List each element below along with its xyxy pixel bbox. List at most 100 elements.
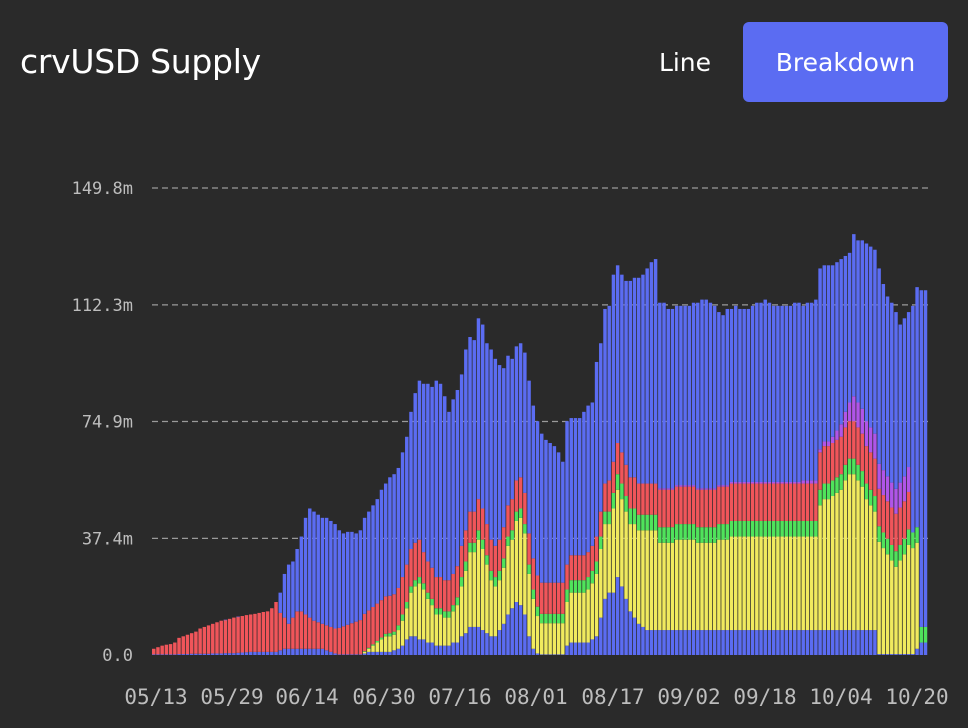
- bar-segment: [607, 592, 611, 655]
- bar-segment: [476, 530, 481, 540]
- bar-segment: [430, 567, 434, 599]
- bar-segment: [489, 570, 493, 581]
- bar-segment: [354, 533, 358, 622]
- bar-segment: [725, 486, 730, 525]
- bar-segment: [156, 647, 160, 655]
- bar-segment: [189, 653, 194, 655]
- bar-segment: [729, 630, 734, 655]
- line-view-button[interactable]: Line: [658, 47, 712, 77]
- bar-segment: [801, 520, 805, 537]
- bar-segment: [405, 436, 409, 565]
- bar-segment: [835, 262, 839, 431]
- bar-segment: [346, 654, 350, 655]
- breakdown-view-button[interactable]: Breakdown: [743, 22, 948, 102]
- bar-segment: [371, 606, 375, 645]
- bar-segment: [502, 558, 506, 568]
- bar-segment: [552, 582, 557, 614]
- bar-segment: [421, 552, 426, 584]
- bar-segment: [717, 485, 721, 487]
- bar-segment: [261, 651, 266, 655]
- bar-segment: [885, 538, 890, 555]
- bar-segment: [923, 642, 928, 655]
- bar-segment: [421, 639, 426, 655]
- bar-segment: [742, 483, 746, 521]
- bar-segment: [232, 617, 236, 654]
- bar-segment: [303, 648, 308, 655]
- bar-segment: [586, 589, 590, 643]
- bar-segment: [624, 598, 628, 655]
- bar-segment: [434, 577, 439, 609]
- bar-segment: [594, 361, 599, 537]
- bar-segment: [856, 427, 860, 465]
- bar-segment: [362, 653, 367, 655]
- bar-segment: [873, 496, 877, 512]
- bar-segment: [873, 630, 877, 655]
- bar-segment: [666, 308, 670, 489]
- bar-segment: [852, 474, 856, 631]
- bar-segment: [873, 458, 877, 497]
- bar-segment: [852, 396, 856, 422]
- bar-segment: [814, 480, 818, 484]
- bar-segment: [742, 520, 746, 537]
- bar-segment: [371, 644, 375, 646]
- bar-segment: [890, 507, 894, 545]
- bar-segment: [734, 483, 738, 521]
- bar-segment: [236, 616, 240, 653]
- bar-segment: [620, 499, 624, 587]
- bar-segment: [468, 552, 472, 627]
- bar-segment: [451, 573, 455, 606]
- bar-segment: [624, 464, 628, 496]
- bar-segment: [367, 647, 371, 649]
- bar-segment: [582, 592, 586, 643]
- bar-segment: [717, 312, 721, 486]
- bar-segment: [763, 481, 767, 484]
- bar-segment: [506, 505, 510, 537]
- bar-segment: [704, 542, 708, 631]
- bar-segment: [637, 623, 641, 655]
- bar-segment: [333, 524, 337, 629]
- bar-segment: [679, 486, 683, 525]
- bar-segment: [847, 252, 852, 403]
- bar-segment: [674, 630, 679, 655]
- bar-segment: [464, 530, 468, 562]
- bar-segment: [514, 520, 519, 602]
- bar-segment: [898, 324, 902, 483]
- bar-segment: [493, 545, 498, 578]
- bar-segment: [198, 653, 202, 655]
- bar-segment: [312, 648, 316, 655]
- bar-segment: [746, 520, 751, 537]
- bar-segment: [885, 296, 890, 477]
- bar-segment: [662, 302, 666, 489]
- bar-segment: [531, 589, 536, 599]
- bar-segment: [759, 302, 763, 482]
- bar-segment: [906, 654, 911, 655]
- bar-segment: [464, 570, 468, 634]
- bar-segment: [868, 505, 873, 631]
- bar-segment: [658, 542, 662, 631]
- bar-segment: [826, 630, 831, 655]
- bar-segment: [666, 542, 670, 631]
- bar-segment: [215, 622, 219, 654]
- bar-segment: [383, 636, 388, 652]
- bar-segment: [822, 446, 827, 484]
- bar-segment: [801, 480, 805, 484]
- bar-segment: [674, 305, 679, 486]
- bar-segment: [480, 508, 485, 540]
- bar-segment: [278, 650, 282, 655]
- bar-segment: [265, 611, 270, 652]
- bar-segment: [797, 630, 801, 655]
- bar-segment: [417, 583, 422, 640]
- bar-segment: [594, 561, 599, 574]
- bar-segment: [725, 539, 730, 631]
- bar-segment: [839, 424, 843, 437]
- bar-segment: [902, 501, 907, 539]
- bar-segment: [894, 551, 898, 567]
- bar-segment: [666, 489, 670, 528]
- bar-segment: [873, 511, 877, 631]
- bar-segment: [316, 648, 320, 655]
- bar-segment: [211, 623, 215, 654]
- bar-segment: [645, 630, 649, 655]
- bar-segment: [708, 488, 713, 490]
- bar-segment: [620, 586, 624, 655]
- bar-segment: [864, 243, 869, 422]
